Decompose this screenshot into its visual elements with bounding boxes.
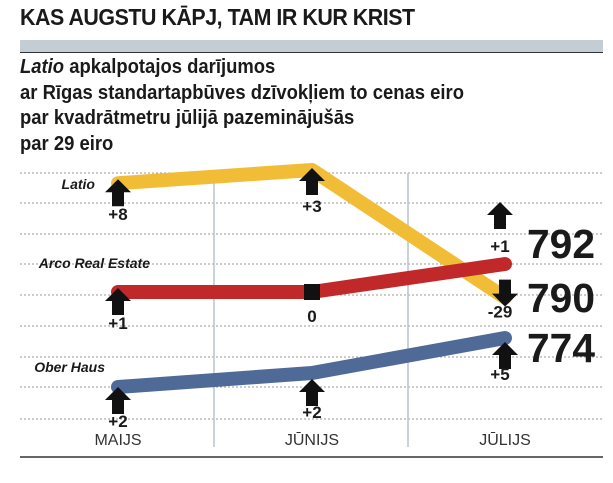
series-label: Ober Haus: [34, 359, 105, 375]
series-ober-haus: Ober Haus +2 +2 +5 774: [34, 325, 595, 431]
series-latio: Latio +8 +3 -29 790: [62, 163, 595, 322]
change-label: +1: [108, 314, 127, 333]
change-label: -29: [488, 303, 513, 322]
change-label: +3: [302, 197, 321, 216]
header-title: KAS AUGSTU KĀPJ, TAM IR KUR KRIST: [20, 4, 415, 30]
series-arco-real-estate: Arco Real Estate +1 0 +1 792: [38, 202, 595, 333]
subtitle-line3: par kvadrātmetru jūlijā pazeminājušās: [20, 106, 355, 129]
month-tick-label: JŪLIJS: [479, 431, 531, 449]
header-bar: [20, 40, 603, 53]
change-label: +5: [490, 365, 509, 384]
change-label: +2: [108, 412, 127, 431]
arrow-down-icon: [492, 279, 518, 307]
series-label: Arco Real Estate: [38, 255, 150, 271]
series-line: [111, 331, 512, 394]
arrow-up-icon: [487, 202, 513, 229]
change-label: +2: [302, 403, 321, 422]
change-label: +8: [108, 205, 127, 224]
change-label: 0: [307, 307, 316, 326]
subtitle-line1: apkalpotajos darījumos: [64, 55, 276, 78]
subtitle-italic: Latio: [20, 55, 65, 78]
subtitle-line2: ar Rīgas standartapbūves dzīvokļiem to c…: [20, 80, 464, 104]
chart-subtitle: Latio apkalpotajos darījumos ar Rīgas st…: [20, 54, 464, 156]
arrow-up-icon: [492, 342, 518, 369]
arrow-up-icon: [299, 379, 325, 406]
arrow-up-icon: [299, 168, 325, 195]
arrow-up-icon: [105, 387, 131, 414]
final-value-label: 790: [527, 275, 595, 321]
final-value-label: 792: [527, 221, 595, 267]
arrow-up-icon: [105, 179, 131, 207]
change-label: +1: [490, 237, 509, 256]
series-label: Latio: [62, 176, 96, 192]
arrow-up-icon: [105, 288, 131, 315]
subtitle-line4: par 29 eiro: [20, 131, 114, 155]
month-tick-label: MAIJS: [94, 432, 141, 449]
flat-square-icon: [304, 284, 320, 300]
final-value-label: 774: [527, 325, 595, 371]
month-tick-label: JŪNIJS: [285, 431, 339, 449]
